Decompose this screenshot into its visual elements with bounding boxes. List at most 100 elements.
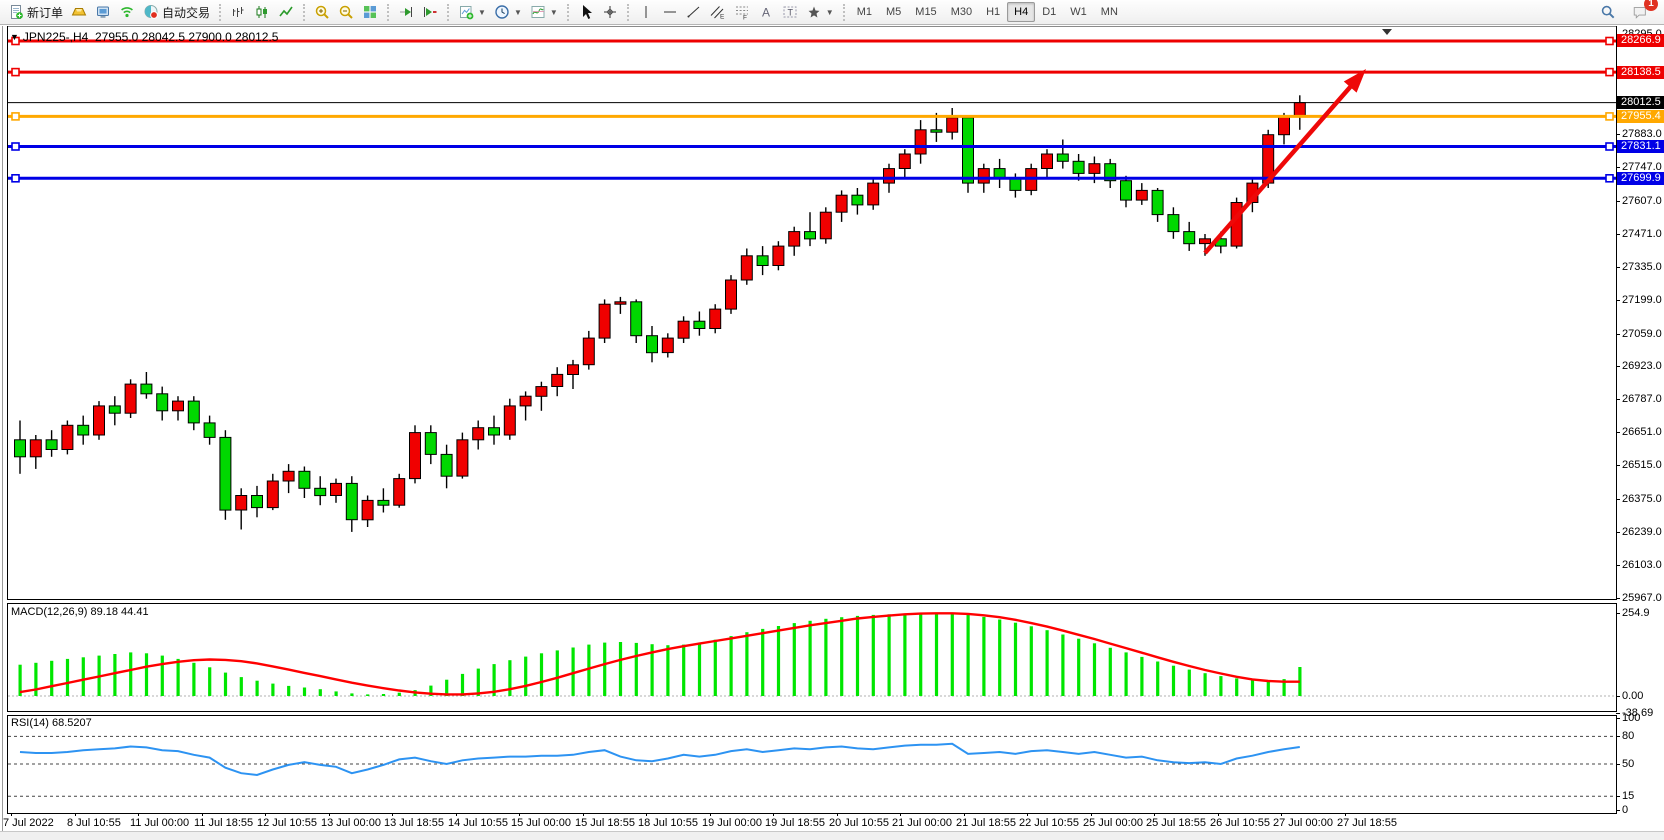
notifications-button[interactable]: 1	[1628, 0, 1658, 24]
status-bar	[0, 831, 1664, 840]
price-tick-label: 27471.0	[1622, 228, 1662, 240]
chart-shift-button[interactable]	[418, 1, 442, 24]
line-chart-button[interactable]	[274, 1, 298, 24]
text-button[interactable]: A	[754, 1, 778, 24]
bar-chart-button[interactable]	[226, 1, 250, 24]
price-level-lines	[8, 36, 1616, 183]
crosshair-button[interactable]	[598, 1, 622, 24]
rsi-tick-label: 50	[1622, 758, 1635, 770]
crosshair-icon	[602, 4, 618, 20]
zoom-in-button[interactable]	[310, 1, 334, 24]
timeframe-button-m1[interactable]: M1	[856, 6, 872, 18]
candlestick-button[interactable]	[250, 1, 274, 24]
price-tick-label: 27607.0	[1622, 195, 1662, 207]
timeframe-button-h1[interactable]: H1	[986, 6, 1001, 18]
timeframe-button-mn[interactable]: MN	[1100, 6, 1118, 18]
label-icon: T	[782, 4, 798, 20]
trendline-button[interactable]	[682, 1, 706, 24]
indicators-button[interactable]: ▼	[454, 1, 490, 24]
notification-badge: 1	[1644, 0, 1658, 11]
macd-tick-label: 0.00	[1622, 690, 1644, 702]
price-level-label: 28012.5	[1617, 96, 1664, 109]
channel-button[interactable]: E	[706, 1, 730, 24]
macd-canvas[interactable]	[8, 603, 1616, 711]
main-toolbar: 新订单 自动交易 ▼ ▼ ▼ E F A T ▼ M1 M5 M15 M30 H1 H4 D1 W1 MN 1	[0, 0, 1664, 25]
time-tick-label: 14 Jul 10:55	[448, 817, 508, 829]
time-tick-label: 13 Jul 18:55	[384, 817, 444, 829]
tile-windows-button[interactable]	[358, 1, 382, 24]
macd-indicator-label: MACD(12,26,9) 89.18 44.41	[11, 606, 149, 618]
autotrade-button[interactable]: 自动交易	[139, 1, 214, 24]
timeframe-button-w1[interactable]: W1	[1070, 6, 1087, 18]
chart-top-border	[7, 26, 1617, 27]
price-chart-canvas[interactable]	[8, 27, 1616, 599]
new-chart-button[interactable]	[67, 1, 91, 24]
timeframe-button-m15[interactable]: M15	[915, 6, 937, 18]
price-level-label: 27955.4	[1617, 110, 1664, 123]
search-icon[interactable]	[1596, 1, 1620, 24]
shapes-icon	[806, 4, 822, 20]
chevron-down-icon: ▼	[478, 7, 486, 17]
rsi-tick-label: 80	[1622, 730, 1635, 742]
toolbar-separator	[219, 3, 222, 21]
tile-windows-icon	[362, 4, 378, 20]
price-tick-label: 26239.0	[1622, 526, 1662, 538]
timeframe-button-h4[interactable]: H4	[1007, 2, 1036, 22]
macd-tick-label: -38.69	[1622, 707, 1654, 719]
templates-button[interactable]: ▼	[526, 1, 562, 24]
autotrade-icon	[143, 4, 159, 20]
signals-button[interactable]	[115, 1, 139, 24]
price-tick-label: 26103.0	[1622, 559, 1662, 571]
shapes-button[interactable]: ▼	[802, 1, 838, 24]
toolbar-buttons: 新订单 自动交易 ▼ ▼ ▼ E F A T ▼ M1 M5 M15 M30 H1 H4 D1 W1 MN	[4, 1, 1125, 24]
timeframe-button-m5[interactable]: M5	[886, 6, 902, 18]
line-chart-icon	[278, 4, 294, 20]
time-tick-label: 27 Jul 18:55	[1337, 817, 1397, 829]
indicators-icon	[458, 4, 474, 20]
collapse-icon[interactable]: ▼	[10, 32, 19, 42]
rsi-pane-separator[interactable]	[7, 711, 1617, 716]
rsi-canvas[interactable]	[8, 714, 1616, 813]
price-level-label: 28138.5	[1617, 66, 1664, 79]
cursor-icon	[578, 4, 594, 20]
time-tick-label: 8 Jul 10:55	[67, 817, 121, 829]
price-tick-label: 25967.0	[1622, 592, 1662, 604]
time-tick-label: 20 Jul 10:55	[829, 817, 889, 829]
auto-scroll-button[interactable]	[394, 1, 418, 24]
chart-title[interactable]: ▼ JPN225-,H4 27955.0 28042.5 27900.0 2801…	[10, 30, 278, 44]
price-tick-label: 27335.0	[1622, 261, 1662, 273]
hline-button[interactable]	[658, 1, 682, 24]
time-tick-label: 19 Jul 18:55	[765, 817, 825, 829]
macd-pane-separator[interactable]	[7, 599, 1617, 604]
bar-chart-icon	[230, 4, 246, 20]
market-watch-button[interactable]	[91, 1, 115, 24]
chevron-down-icon: ▼	[549, 7, 558, 17]
time-tick-label: 22 Jul 10:55	[1019, 817, 1079, 829]
cursor-button[interactable]	[574, 1, 598, 24]
toolbar-separator	[447, 3, 450, 21]
gold-chart-icon	[71, 4, 87, 20]
timeframe-button-m30[interactable]: M30	[950, 6, 973, 18]
zoom-out-button[interactable]	[334, 1, 358, 24]
time-tick-label: 25 Jul 18:55	[1146, 817, 1206, 829]
toolbar-right: 1	[1596, 0, 1660, 24]
time-tick-label: 26 Jul 10:55	[1210, 817, 1270, 829]
time-tick-label: 21 Jul 18:55	[956, 817, 1016, 829]
market-watch-icon	[95, 4, 111, 20]
price-tick-label: 26923.0	[1622, 360, 1662, 372]
time-tick-label: 13 Jul 00:00	[321, 817, 381, 829]
trend-arrow-annotation	[1203, 69, 1366, 255]
time-tick-label: 15 Jul 18:55	[575, 817, 635, 829]
vline-button[interactable]	[634, 1, 658, 24]
macd-tick-label: 254.9	[1622, 607, 1650, 619]
label-button[interactable]: T	[778, 1, 802, 24]
price-level-label: 27831.1	[1617, 140, 1664, 153]
time-tick-label: 27 Jul 00:00	[1273, 817, 1333, 829]
periods-button[interactable]: ▼	[490, 1, 526, 24]
chart-shift-icon	[422, 4, 438, 20]
timeframe-button-d1[interactable]: D1	[1042, 6, 1057, 18]
new-order-button[interactable]: 新订单	[4, 1, 67, 24]
fibonacci-button[interactable]: F	[730, 1, 754, 24]
zoom-out-icon	[338, 4, 354, 20]
price-level-label: 27699.9	[1617, 172, 1664, 185]
